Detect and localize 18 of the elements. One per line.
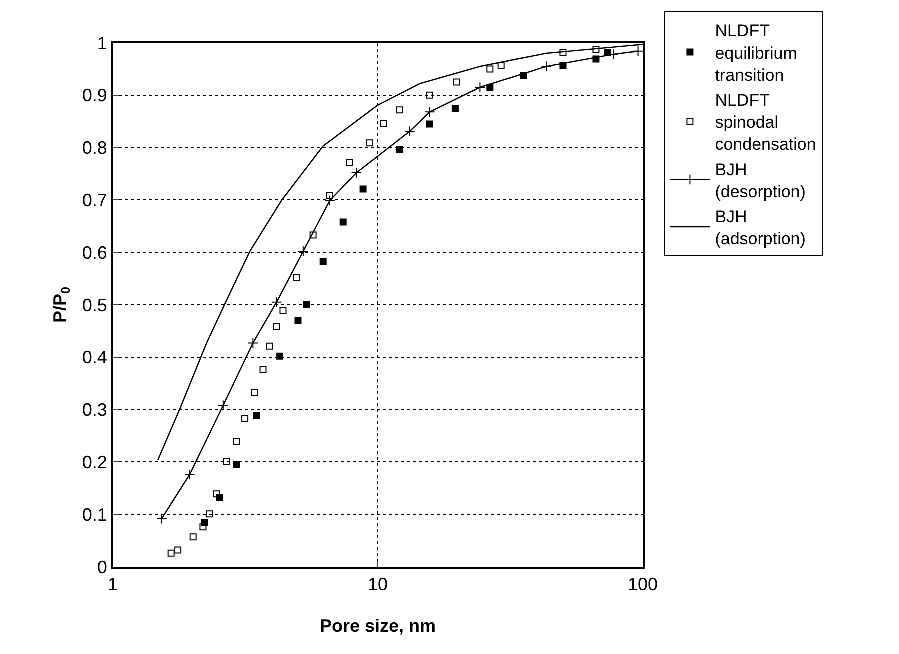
y-tick-label: 0.9 [82,86,108,106]
x-tick-label: 100 [628,574,658,595]
y-tick-label: 1 [97,33,108,54]
y-tick-label: 0.6 [82,242,108,263]
y-tick-label: 0.5 [82,295,108,316]
x-axis-title: Pore size, nm [320,616,436,636]
legend-label: NLDFT spinodal condensation [715,91,816,154]
y-tick-label: 0.3 [82,400,108,420]
legend-label: BJH (desorption) [715,160,806,202]
y-tick-label: 0.8 [82,138,108,158]
y-tick-label: 0.1 [82,504,108,525]
legend-label: NLDFT equilibrium transition [715,22,798,85]
x-tick-label: 10 [368,574,388,595]
y-tick-label: 0.7 [82,190,108,210]
y-tick-label: 0.4 [82,348,108,368]
y-tick-label: 0.2 [82,452,108,472]
y-tick-label: 0 [97,557,108,578]
legend-label: BJH (adsorption) [715,208,806,249]
